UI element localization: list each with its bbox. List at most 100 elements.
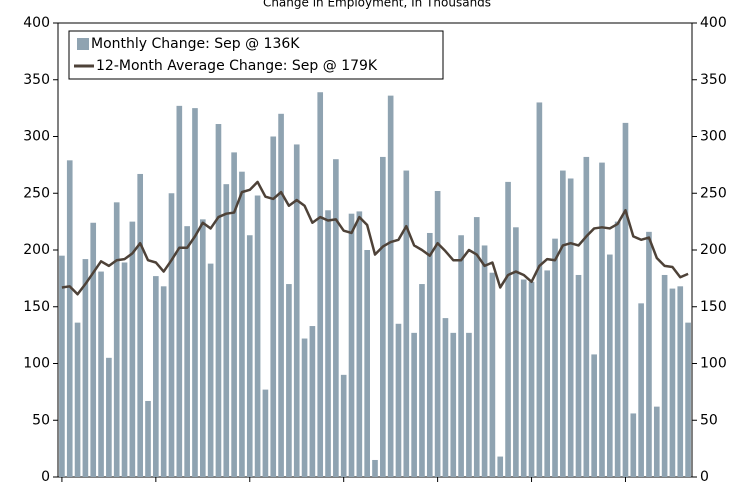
y-tick-label: 300 (23, 129, 50, 145)
axes: 0 50 100 150 200 250 300 350 400 0 50 100 150 200 250 3… (23, 15, 726, 485)
bar (184, 226, 190, 477)
legend-label: Monthly Change: Sep @ 136K (91, 36, 300, 52)
bar (348, 213, 355, 477)
y-tick-label: 100 (23, 356, 50, 372)
bar (121, 262, 128, 477)
bar (395, 323, 402, 477)
bar (380, 156, 386, 477)
legend: Monthly Change: Sep @ 136K 12-Month Avera… (68, 30, 444, 80)
bar (340, 374, 347, 477)
bar (153, 276, 159, 477)
bar (286, 284, 292, 477)
y-tick-label: 350 (23, 72, 50, 88)
bar (419, 284, 425, 477)
bar (630, 413, 637, 477)
bar (591, 354, 597, 477)
bar (677, 286, 684, 477)
bar (434, 190, 441, 478)
bar (262, 389, 269, 477)
bar (544, 270, 551, 477)
bar (560, 170, 566, 478)
bar (497, 456, 504, 477)
bar (403, 170, 410, 478)
bar (301, 338, 308, 477)
bar (192, 108, 198, 477)
bar (66, 160, 73, 477)
y2-tick-label: 350 (700, 72, 727, 88)
bar (223, 184, 230, 478)
legend-swatch (77, 38, 89, 50)
bar (489, 272, 496, 477)
y2-tick-label: 400 (700, 15, 727, 31)
bar (372, 459, 378, 477)
bar (239, 171, 245, 477)
y2-tick-label: 0 (700, 469, 709, 485)
bar (137, 173, 144, 477)
bar (513, 227, 519, 477)
legend-label: 12-Month Average Change: Sep @ 179K (96, 58, 378, 74)
bar (270, 136, 277, 477)
bar (145, 400, 151, 477)
bar (82, 259, 89, 477)
bar (113, 202, 120, 477)
bar (450, 332, 457, 477)
chart-title: Change in Employment, In Thousands (263, 0, 491, 10)
bar (387, 95, 394, 477)
y2-tick-label: 50 (700, 412, 718, 428)
bars (59, 92, 691, 478)
bar (661, 274, 668, 477)
bar (160, 286, 167, 477)
bar (473, 217, 480, 477)
bar (59, 255, 65, 477)
y2-tick-label: 300 (700, 129, 727, 145)
bar (599, 162, 605, 478)
y2-tick-label: 200 (700, 242, 727, 258)
bar (207, 263, 214, 477)
bar (520, 279, 527, 477)
bar (646, 231, 652, 477)
y-tick-label: 200 (23, 242, 50, 258)
bar (168, 193, 175, 477)
bar (231, 152, 237, 477)
bar (293, 144, 300, 477)
y-tick-label: 0 (41, 469, 50, 485)
bar (583, 156, 590, 477)
bar (442, 318, 449, 477)
y-tick-label: 400 (23, 15, 50, 31)
y-tick-label: 50 (32, 412, 50, 428)
bar (106, 357, 112, 477)
bar (669, 288, 676, 477)
bar (364, 250, 370, 477)
bar (317, 92, 324, 478)
bar (552, 238, 558, 477)
y-tick-label: 150 (23, 299, 50, 315)
bar (199, 219, 206, 478)
bar (614, 221, 621, 477)
y2-tick-label: 100 (700, 356, 727, 372)
bar (481, 245, 488, 477)
bar (638, 303, 644, 477)
bar (90, 222, 97, 477)
bar (278, 113, 284, 478)
bar (653, 406, 660, 477)
bar (129, 221, 136, 477)
bar (622, 122, 629, 477)
bar (536, 102, 543, 477)
bar (528, 281, 535, 477)
bar (176, 105, 183, 477)
bar (606, 254, 613, 477)
bar (333, 159, 339, 477)
bar (466, 332, 472, 477)
bar (325, 210, 331, 477)
bar (215, 124, 222, 477)
y2-tick-label: 150 (700, 299, 727, 315)
bar (458, 235, 464, 477)
bar (309, 326, 316, 477)
bar (254, 195, 261, 477)
bar (505, 181, 511, 477)
bar (567, 178, 574, 477)
line (61, 180, 689, 296)
bar (356, 211, 363, 477)
